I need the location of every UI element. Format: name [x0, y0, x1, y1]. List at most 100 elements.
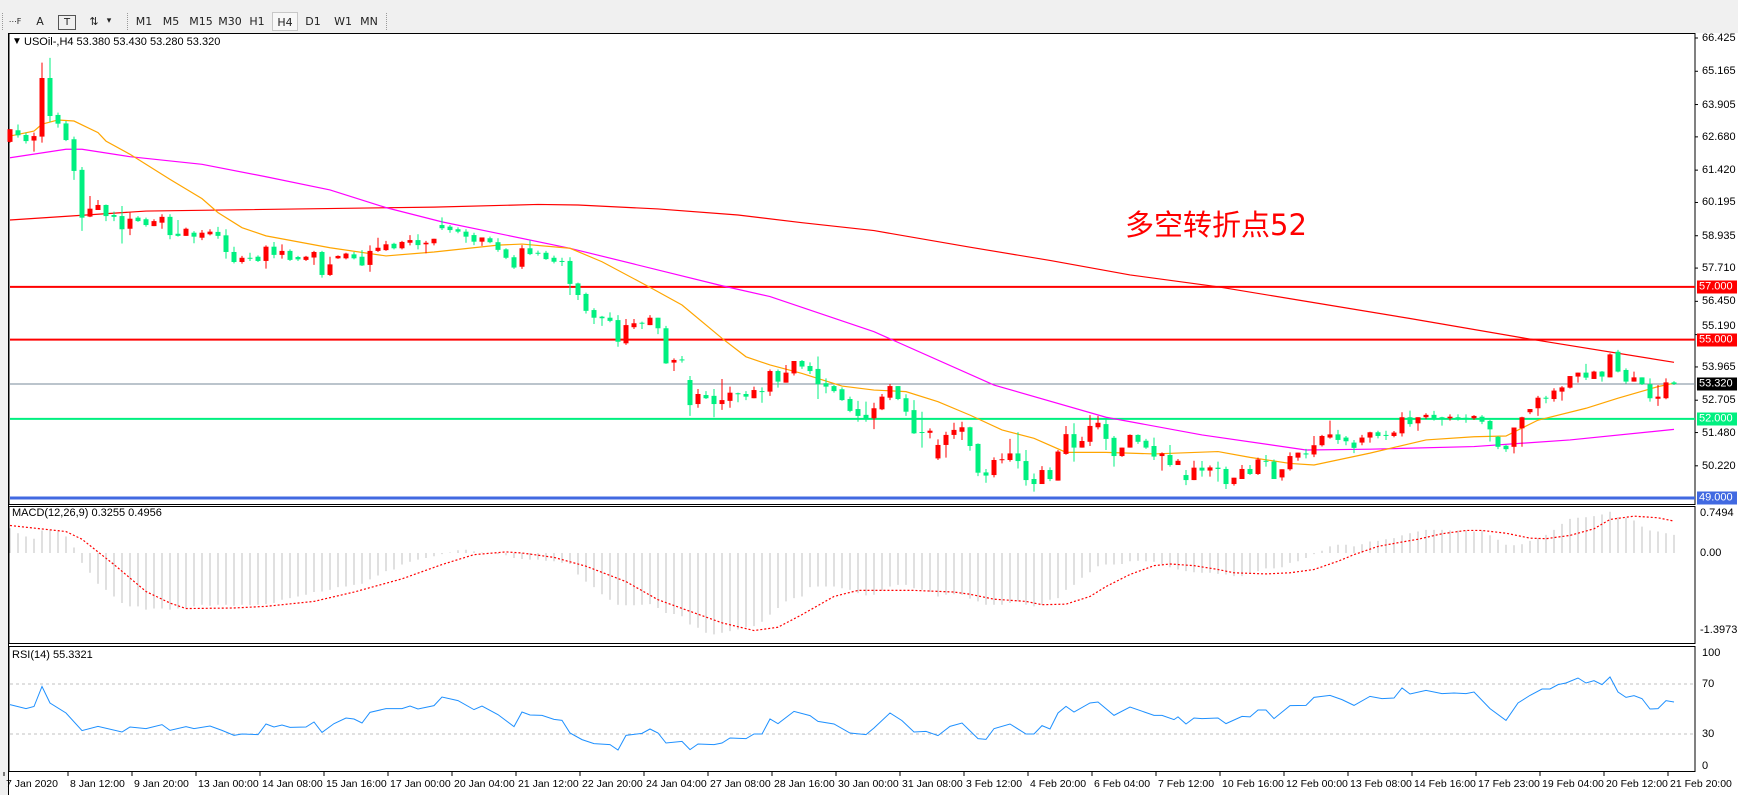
arrows-icon[interactable]: ⇅ [89, 15, 99, 28]
candle-body [1335, 434, 1341, 440]
candle [831, 385, 837, 393]
candle [943, 431, 949, 458]
candle [415, 234, 421, 250]
candle-body [1151, 446, 1157, 457]
candle-body [7, 129, 13, 142]
timeframe-d1[interactable]: D1 [305, 15, 321, 28]
candle [119, 206, 125, 244]
candle [1255, 457, 1261, 476]
candle [839, 387, 845, 401]
candle-body [575, 283, 581, 296]
candle [1631, 371, 1637, 382]
candle-body [543, 252, 549, 260]
candle-body [375, 247, 381, 251]
candle [143, 217, 149, 227]
price-tick-label: 55.190 [1702, 319, 1736, 332]
timeframe-m15[interactable]: M15 [189, 15, 213, 28]
timeframe-mn[interactable]: MN [360, 15, 378, 28]
candle [1415, 417, 1421, 431]
time-tick-label: 27 Jan 08:00 [710, 778, 771, 790]
candle [1191, 460, 1197, 481]
candle-body [527, 248, 533, 255]
candle [1399, 412, 1405, 437]
timeframe-m30[interactable]: M30 [218, 15, 242, 28]
candle-body [15, 130, 21, 136]
candle [815, 356, 821, 400]
toolbar-grip[interactable] [2, 13, 4, 30]
grid-icon[interactable]: ⋯F [8, 17, 22, 26]
candle-body [359, 256, 365, 266]
candle-body [1591, 371, 1597, 379]
candle [1551, 388, 1557, 402]
candle [1663, 378, 1669, 400]
candle-body [631, 323, 637, 328]
macd-plot [9, 511, 1675, 635]
candle-body [447, 226, 453, 231]
candle-body [1159, 453, 1165, 457]
candle [199, 230, 205, 241]
text-label-icon[interactable]: T [58, 15, 76, 30]
time-tick-label: 17 Feb 23:00 [1478, 778, 1540, 790]
candle-body [903, 398, 909, 412]
candle-body [1103, 424, 1109, 439]
candle-body [431, 238, 437, 244]
candle-body [63, 123, 69, 141]
candle-body [103, 204, 109, 217]
candle-body [1463, 417, 1469, 419]
candle-body [367, 250, 373, 265]
candle-body [1175, 460, 1181, 466]
timeframe-h1[interactable]: H1 [249, 15, 265, 28]
candle-body [143, 219, 149, 226]
candle [639, 321, 645, 330]
candle [519, 245, 525, 269]
candle-body [951, 429, 957, 435]
chart-annotation[interactable]: 多空转折点52 [1125, 208, 1307, 242]
candle [31, 132, 37, 152]
candle [1607, 353, 1613, 378]
candle-body [391, 243, 397, 249]
candle-body [23, 135, 29, 142]
dropdown-icon[interactable]: ▾ [106, 16, 112, 26]
candle [919, 411, 925, 448]
candle-body [1039, 470, 1045, 485]
rsi-tick-label: 70 [1702, 678, 1715, 690]
candle [1487, 419, 1493, 442]
candle [1559, 386, 1565, 401]
candle [447, 225, 453, 233]
candle-body [135, 217, 141, 222]
time-tick-label: 10 Feb 16:00 [1222, 778, 1284, 790]
time-tick-label: 20 Jan 04:00 [454, 778, 515, 790]
candle [1655, 385, 1661, 406]
candle [511, 255, 517, 269]
candle [959, 421, 965, 440]
chart-menu-arrow[interactable]: ▼ [12, 36, 22, 47]
candle-body [1559, 387, 1565, 392]
time-tick-label: 14 Feb 16:00 [1414, 778, 1476, 790]
price-tick-label: 58.935 [1702, 229, 1736, 242]
candle [1311, 435, 1317, 458]
candle-body [1031, 479, 1037, 485]
candle-body [463, 231, 469, 237]
candle-body [1527, 409, 1533, 413]
time-tick-label: 7 Jan 2020 [6, 778, 58, 790]
candle-body [1455, 417, 1461, 419]
candle-body [455, 229, 461, 232]
candle [647, 315, 653, 326]
candle [1455, 414, 1461, 421]
candle-body [1399, 417, 1405, 434]
candle-body [1551, 390, 1557, 400]
timeframe-m5[interactable]: M5 [162, 15, 180, 28]
candle [871, 402, 877, 430]
timeframe-h4[interactable]: H4 [272, 12, 298, 31]
time-tick-label: 31 Jan 08:00 [902, 778, 963, 790]
timeframe-m1[interactable]: M1 [135, 15, 153, 28]
candle [727, 386, 733, 408]
candle-body [1423, 414, 1429, 418]
candle [751, 386, 757, 399]
candle-body [983, 472, 989, 476]
text-icon[interactable]: A [36, 15, 44, 28]
candle-body [975, 443, 981, 473]
timeframe-w1[interactable]: W1 [334, 15, 352, 28]
candle-body [1055, 451, 1061, 481]
